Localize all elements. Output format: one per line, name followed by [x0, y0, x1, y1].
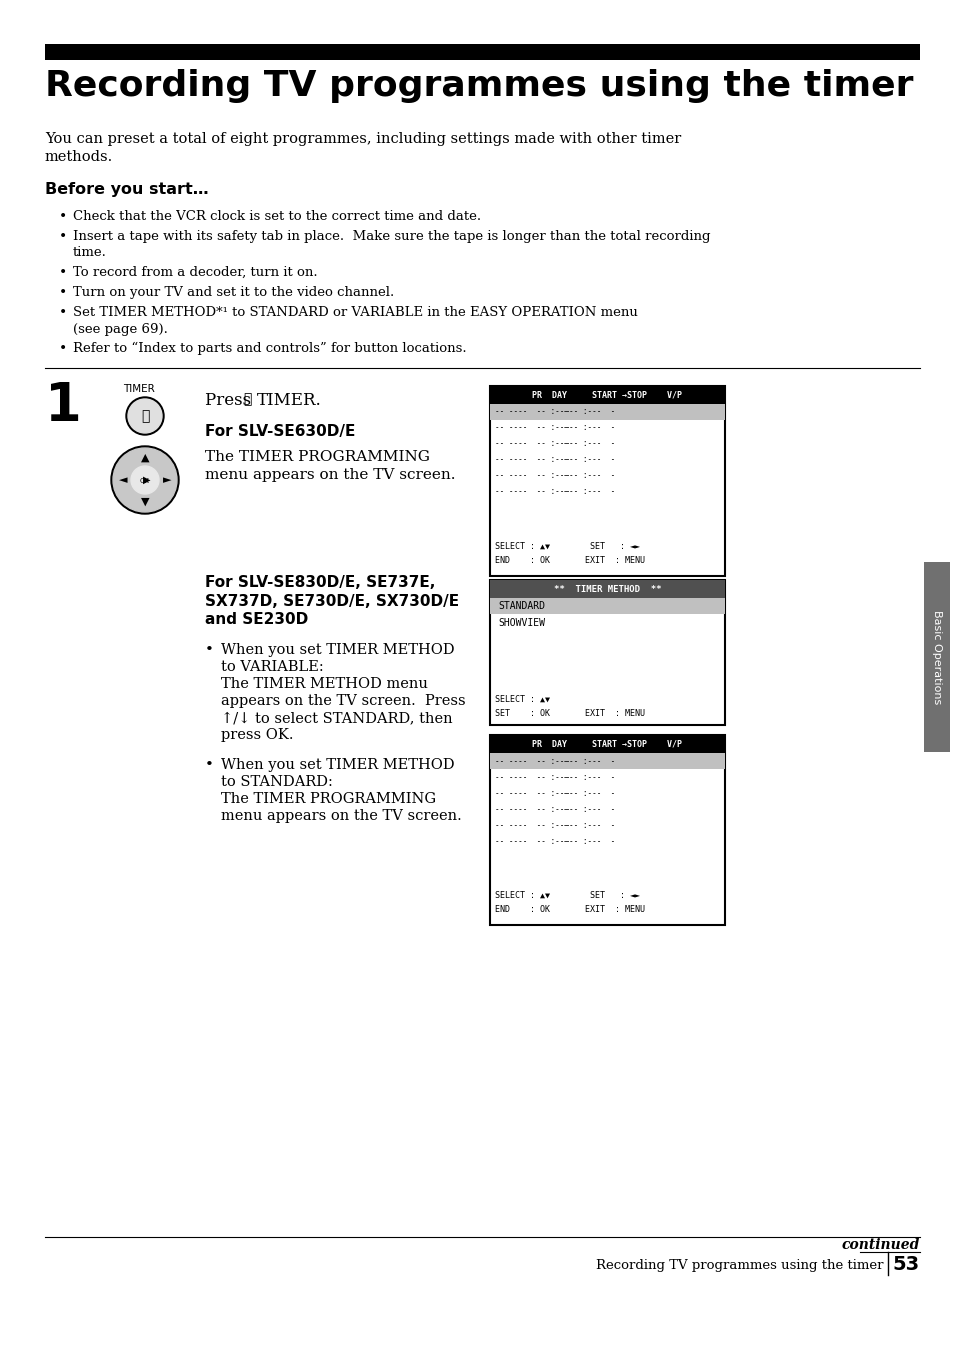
Text: appears on the TV screen.  Press: appears on the TV screen. Press	[221, 694, 465, 708]
Text: STANDARD: STANDARD	[497, 602, 544, 611]
Circle shape	[112, 448, 177, 512]
Text: -- ----  -- :--–-- :---  -: -- ---- -- :--–-- :--- -	[495, 757, 615, 765]
Text: ⏻: ⏻	[141, 410, 149, 423]
Text: END    : OK       EXIT  : MENU: END : OK EXIT : MENU	[495, 904, 644, 914]
Text: press OK.: press OK.	[221, 727, 294, 742]
Text: SELECT : ▲▼: SELECT : ▲▼	[495, 695, 550, 704]
Text: For SLV-SE830D/E, SE737E,
SX737D, SE730D/E, SX730D/E
and SE230D: For SLV-SE830D/E, SE737E, SX737D, SE730D…	[205, 575, 458, 627]
Text: PR  DAY     START →STOP    V/P: PR DAY START →STOP V/P	[532, 391, 681, 399]
Text: menu appears on the TV screen.: menu appears on the TV screen.	[221, 808, 461, 823]
Text: SHOWVIEW: SHOWVIEW	[497, 618, 544, 627]
Text: When you set TIMER METHOD: When you set TIMER METHOD	[221, 758, 455, 772]
Bar	[490, 735, 724, 753]
Text: •: •	[59, 287, 67, 300]
Bar	[490, 580, 724, 725]
Text: PR  DAY     START →STOP    V/P: PR DAY START →STOP V/P	[532, 740, 681, 749]
Bar	[45, 45, 919, 59]
Text: •: •	[205, 758, 213, 772]
Text: SELECT : ▲▼        SET   : ◄►: SELECT : ▲▼ SET : ◄►	[495, 891, 639, 900]
Text: -- ----  -- :--–-- :---  -: -- ---- -- :--–-- :--- -	[495, 407, 615, 416]
Text: •: •	[59, 342, 67, 356]
Text: ▼: ▼	[141, 498, 149, 507]
Text: to STANDARD:: to STANDARD:	[221, 775, 333, 790]
Text: -- ----  -- :--–-- :---  -: -- ---- -- :--–-- :--- -	[495, 821, 615, 830]
Text: END    : OK       EXIT  : MENU: END : OK EXIT : MENU	[495, 556, 644, 565]
Text: TIMER.: TIMER.	[256, 392, 321, 410]
Text: •: •	[59, 230, 67, 243]
Text: •: •	[59, 306, 67, 320]
Text: -- ----  -- :--–-- :---  -: -- ---- -- :--–-- :--- -	[495, 439, 615, 449]
Text: To record from a decoder, turn it on.: To record from a decoder, turn it on.	[73, 266, 317, 279]
Text: The TIMER PROGRAMMING: The TIMER PROGRAMMING	[221, 792, 436, 806]
Text: When you set TIMER METHOD: When you set TIMER METHOD	[221, 644, 455, 657]
Circle shape	[128, 399, 162, 433]
Text: -- ----  -- :--–-- :---  -: -- ---- -- :--–-- :--- -	[495, 772, 615, 781]
Text: -- ----  -- :--–-- :---  -: -- ---- -- :--–-- :--- -	[495, 788, 615, 798]
Text: ►: ►	[163, 475, 172, 485]
Text: Recording TV programmes using the timer: Recording TV programmes using the timer	[596, 1259, 883, 1271]
Text: TIMER: TIMER	[123, 384, 154, 393]
Text: OK: OK	[140, 479, 150, 484]
Text: You can preset a total of eight programmes, including settings made with other t: You can preset a total of eight programm…	[45, 132, 680, 165]
Text: continued: continued	[841, 1238, 919, 1252]
Text: The TIMER PROGRAMMING
menu appears on the TV screen.: The TIMER PROGRAMMING menu appears on th…	[205, 450, 455, 483]
Bar	[490, 753, 724, 769]
Text: Set TIMER METHOD*¹ to STANDARD or VARIABLE in the EASY OPERATION menu
(see page : Set TIMER METHOD*¹ to STANDARD or VARIAB…	[73, 306, 638, 335]
Text: Basic Operations: Basic Operations	[931, 610, 941, 704]
Text: Recording TV programmes using the timer: Recording TV programmes using the timer	[45, 69, 913, 103]
Text: ▲: ▲	[141, 453, 149, 462]
Text: Press: Press	[205, 392, 256, 410]
Text: •: •	[59, 210, 67, 224]
Text: to VARIABLE:: to VARIABLE:	[221, 660, 323, 675]
Text: ▶: ▶	[143, 475, 151, 485]
Bar	[490, 580, 724, 598]
Text: 1: 1	[45, 380, 82, 433]
Text: Before you start…: Before you start…	[45, 183, 209, 197]
Text: Insert a tape with its safety tab in place.  Make sure the tape is longer than t: Insert a tape with its safety tab in pla…	[73, 230, 710, 260]
Bar	[923, 562, 949, 752]
Text: 53: 53	[891, 1256, 919, 1275]
Text: -- ----  -- :--–-- :---  -: -- ---- -- :--–-- :--- -	[495, 423, 615, 433]
Circle shape	[111, 446, 179, 514]
Text: -- ----  -- :--–-- :---  -: -- ---- -- :--–-- :--- -	[495, 472, 615, 480]
Text: **  TIMER METHOD  **: ** TIMER METHOD **	[553, 584, 660, 594]
Text: ↑/↓ to select STANDARD, then: ↑/↓ to select STANDARD, then	[221, 711, 452, 725]
Bar	[490, 404, 724, 420]
Text: -- ----  -- :--–-- :---  -: -- ---- -- :--–-- :--- -	[495, 488, 615, 496]
Text: -- ----  -- :--–-- :---  -: -- ---- -- :--–-- :--- -	[495, 837, 615, 845]
Text: -- ----  -- :--–-- :---  -: -- ---- -- :--–-- :--- -	[495, 804, 615, 814]
Text: ⏻: ⏻	[243, 392, 251, 406]
Bar	[490, 387, 724, 404]
Bar	[490, 598, 724, 614]
Text: •: •	[205, 644, 213, 657]
Text: ◄: ◄	[118, 475, 127, 485]
Text: For SLV-SE630D/E: For SLV-SE630D/E	[205, 425, 355, 439]
Circle shape	[126, 397, 164, 435]
Text: •: •	[59, 266, 67, 280]
Text: Turn on your TV and set it to the video channel.: Turn on your TV and set it to the video …	[73, 287, 394, 299]
Text: Refer to “Index to parts and controls” for button locations.: Refer to “Index to parts and controls” f…	[73, 342, 466, 356]
Text: The TIMER METHOD menu: The TIMER METHOD menu	[221, 677, 428, 691]
Text: -- ----  -- :--–-- :---  -: -- ---- -- :--–-- :--- -	[495, 456, 615, 465]
Text: SET    : OK       EXIT  : MENU: SET : OK EXIT : MENU	[495, 708, 644, 718]
Circle shape	[131, 466, 159, 493]
Text: Check that the VCR clock is set to the correct time and date.: Check that the VCR clock is set to the c…	[73, 210, 480, 223]
Text: SELECT : ▲▼        SET   : ◄►: SELECT : ▲▼ SET : ◄►	[495, 542, 639, 552]
Bar	[490, 387, 724, 576]
Bar	[490, 735, 724, 925]
